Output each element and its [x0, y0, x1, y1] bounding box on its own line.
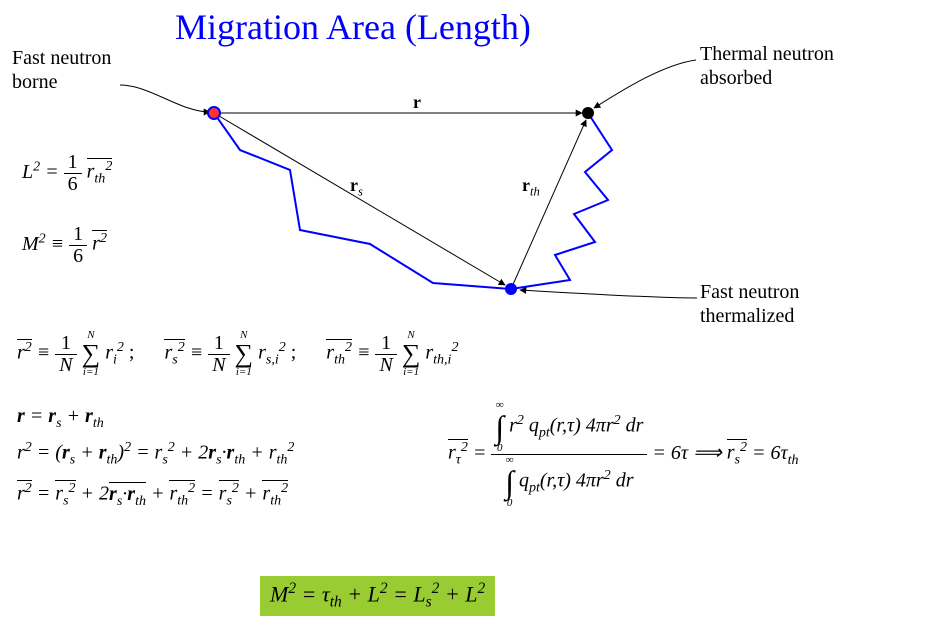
label-fast-born-l2: borne [12, 71, 58, 93]
pointer-born [120, 85, 210, 112]
point-thermal [505, 283, 517, 295]
eq-vec-bar: r2 = rs2 + 2rs·rth + rth2 = rs2 + rth2 [17, 480, 288, 509]
label-absorb-l2: absorbed [700, 67, 772, 89]
page-title: Migration Area (Length) [175, 6, 531, 48]
vec-label-r: r [413, 92, 421, 113]
label-fast-born: Fast neutron borne [12, 46, 111, 94]
label-fast-born-l1: Fast neutron [12, 47, 111, 69]
eq-M2: M2 ≡ 16 r2 [22, 224, 107, 267]
vector-rth [511, 120, 586, 289]
eq-vec-sum: r = rs + rth [17, 405, 104, 432]
eq-highlight-m2: M2 = τth + L2 = Ls2 + L2 [260, 576, 495, 616]
migration-diagram [0, 0, 944, 637]
fast-path [214, 113, 511, 289]
eq-rbar-def: r2 ≡ 1N N∑i=1 ri2 ; rs2 ≡ 1N N∑i=1 rs,i2… [17, 330, 458, 378]
point-start [208, 107, 220, 119]
eq-vec-sq: r2 = (rs + rth)2 = rs2 + 2rs·rth + rth2 [17, 440, 294, 469]
label-therm-l1: Fast neutron [700, 281, 799, 303]
vec-label-rth: rth [522, 175, 540, 200]
label-absorb-l1: Thermal neutron [700, 43, 834, 65]
vec-label-rs: rs [350, 175, 363, 200]
eq-L2: L2 = 16 rth2 [22, 152, 112, 195]
pointer-absorb [594, 60, 696, 108]
eq-rtau: rτ2 = ∞∫0 r2 qpt(r,τ) 4πr2 dr ∞∫0 qpt(r,… [448, 400, 799, 509]
point-absorb [582, 107, 594, 119]
label-therm-l2: thermalized [700, 305, 794, 327]
thermal-path [511, 113, 612, 289]
label-thermal-absorbed: Thermal neutron absorbed [700, 42, 834, 90]
label-fast-thermalized: Fast neutron thermalized [700, 280, 799, 328]
pointer-therm [520, 290, 697, 298]
